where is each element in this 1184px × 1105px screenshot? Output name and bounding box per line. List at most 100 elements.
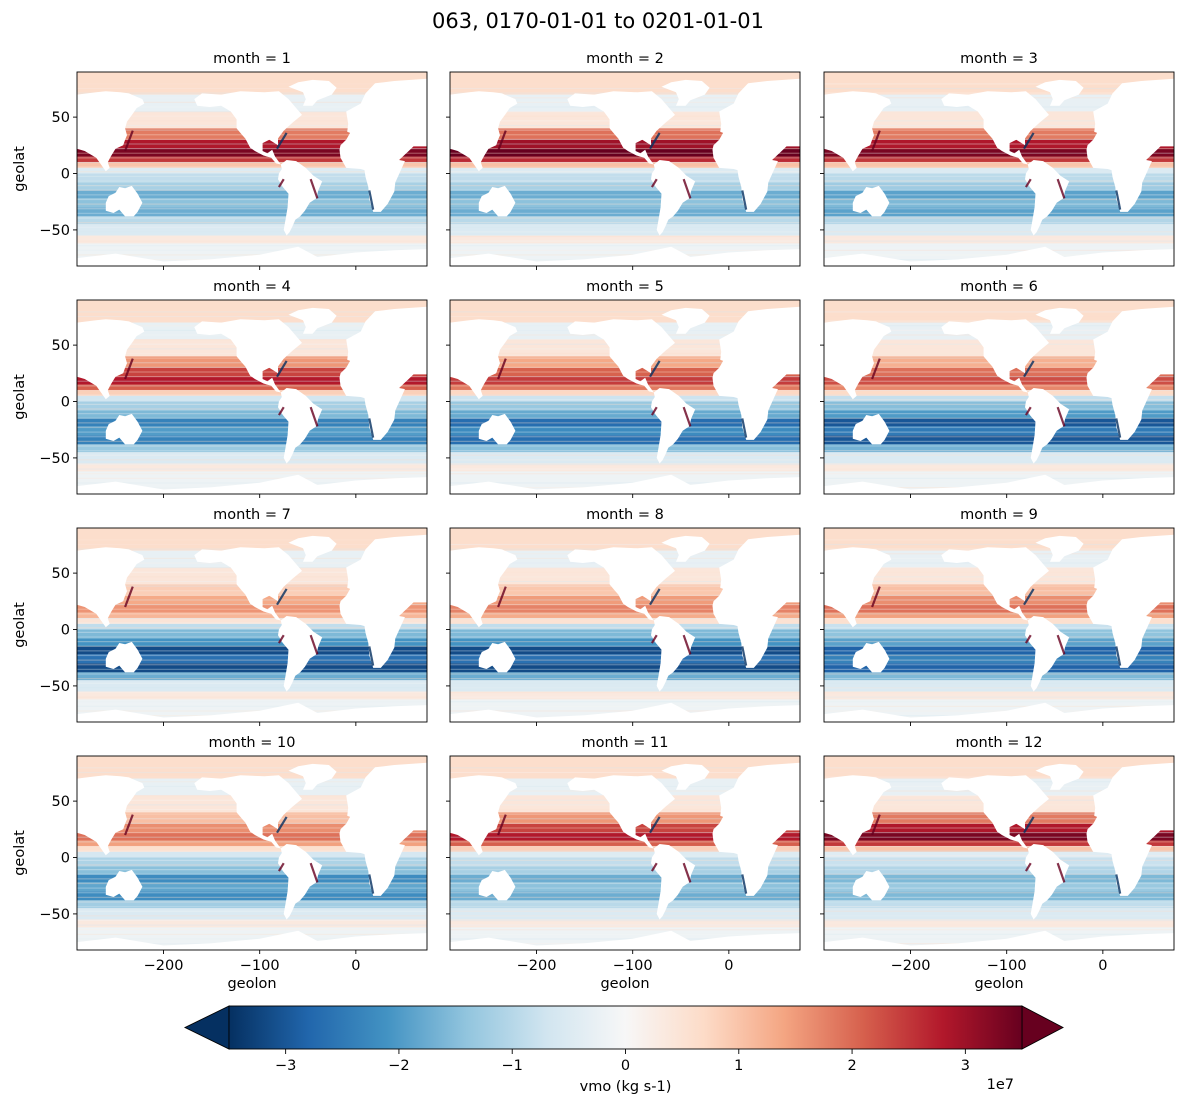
panel-title: month = 12	[956, 735, 1043, 751]
land-south-america	[1025, 388, 1070, 464]
axes-frame	[449, 299, 801, 495]
y-axis-label: geolat	[12, 830, 28, 876]
y-axis-label: geolat	[12, 374, 28, 420]
colorbar-label: vmo (kg s-1)	[580, 1079, 672, 1095]
land-north-america	[567, 775, 675, 849]
panel-title: month = 7	[213, 507, 291, 523]
colorbar-extend-max	[1021, 1005, 1064, 1050]
panel-month-10: month = 10 50 0 −50 −200 −100 0 geolat geolon	[12, 735, 428, 992]
land-north-america	[194, 547, 302, 621]
panel-title: month = 4	[213, 279, 291, 295]
panel-month-12: month = 12 −200 −100 0 geolon	[820, 735, 1175, 992]
land-australia	[852, 869, 890, 901]
land-australia	[105, 413, 143, 445]
land-asia-east	[450, 91, 518, 172]
panel-title: month = 5	[586, 279, 664, 295]
land-greenland	[1035, 307, 1084, 334]
land-asia-east	[77, 547, 145, 628]
land-asia-east	[824, 91, 892, 172]
land-south-america	[1025, 844, 1070, 920]
land-africa-eurasia	[339, 78, 427, 212]
land-north-america	[567, 319, 675, 393]
y-tick-label: 0	[61, 167, 70, 183]
land-south-america	[278, 616, 323, 692]
colorbar: −3 −2 −1 0 1 2 3 vmo (kg s-1) 1e7	[183, 1005, 1064, 1095]
x-tick-label: −100	[613, 958, 653, 974]
colorbar-tick-label: −2	[388, 1058, 409, 1074]
land-north-america	[567, 91, 675, 165]
panel-month-1: month = 1 50 0 −50 geolat	[12, 51, 428, 270]
colorbar-gradient	[228, 1005, 1023, 1050]
land-africa-eurasia	[712, 306, 800, 440]
land-antarctica	[450, 474, 800, 494]
heatmap-field	[450, 756, 800, 950]
land-north-america	[941, 775, 1049, 849]
x-tick-label: −200	[144, 958, 184, 974]
colorbar-tick-label: 1	[734, 1058, 743, 1074]
land-australia	[105, 185, 143, 217]
panel-title: month = 3	[960, 51, 1038, 67]
land-north-america	[567, 547, 675, 621]
land-australia	[478, 641, 516, 673]
land-australia	[105, 641, 143, 673]
land-greenland	[1035, 763, 1084, 790]
axes-frame	[449, 71, 801, 267]
panel-title: month = 10	[209, 735, 296, 751]
land-greenland	[288, 307, 337, 334]
y-tick-label: 50	[52, 566, 70, 582]
axes-frame	[76, 299, 428, 495]
land-antarctica	[824, 702, 1174, 722]
land-africa-eurasia	[1086, 306, 1174, 440]
land-antarctica	[77, 474, 427, 494]
land-africa-eurasia	[1086, 78, 1174, 212]
heatmap-field	[824, 300, 1174, 494]
land-greenland	[661, 535, 710, 562]
land-south-america	[651, 388, 696, 464]
land-asia-east	[450, 319, 518, 400]
y-tick-label: −50	[39, 907, 70, 923]
heatmap-field	[77, 300, 427, 494]
colorbar-tick-label: 2	[847, 1058, 856, 1074]
land-antarctica	[77, 702, 427, 722]
x-axis-label: geolon	[974, 976, 1023, 992]
panel-month-3: month = 3	[820, 51, 1175, 270]
colorbar-tick-label: 3	[961, 1058, 970, 1074]
panel-month-5: month = 5	[446, 279, 801, 498]
axes-frame	[823, 755, 1175, 951]
y-tick-label: 0	[61, 851, 70, 867]
land-asia-east	[824, 775, 892, 856]
panel-month-2: month = 2	[446, 51, 801, 270]
axes-frame	[76, 527, 428, 723]
land-greenland	[661, 79, 710, 106]
heatmap-field	[824, 756, 1174, 950]
axes-frame	[823, 527, 1175, 723]
heatmap-field	[77, 528, 427, 722]
land-africa-eurasia	[339, 534, 427, 668]
land-australia	[852, 413, 890, 445]
axes-frame	[823, 71, 1175, 267]
land-greenland	[288, 763, 337, 790]
land-australia	[852, 185, 890, 217]
land-north-america	[194, 91, 302, 165]
land-australia	[478, 413, 516, 445]
colorbar-extend-min	[183, 1005, 230, 1050]
land-africa-eurasia	[712, 534, 800, 668]
land-south-america	[651, 160, 696, 236]
colorbar-offset-label: 1e7	[987, 1077, 1014, 1093]
panel-month-4: month = 4 50 0 −50 geolat	[12, 279, 428, 498]
panel-month-7: month = 7 50 0 −50 geolat	[12, 507, 428, 726]
panel-title: month = 8	[586, 507, 664, 523]
land-greenland	[288, 535, 337, 562]
land-north-america	[941, 319, 1049, 393]
panel-grid: month = 1 50 0 −50 geolat month = 2 month = 3 m…	[12, 51, 1175, 992]
heatmap-field	[77, 756, 427, 950]
panel-month-8: month = 8	[446, 507, 801, 726]
x-tick-label: 0	[724, 958, 733, 974]
x-tick-label: 0	[1098, 958, 1107, 974]
land-greenland	[1035, 79, 1084, 106]
land-antarctica	[450, 246, 800, 266]
land-greenland	[288, 79, 337, 106]
y-tick-label: 0	[61, 623, 70, 639]
land-asia-east	[77, 91, 145, 172]
